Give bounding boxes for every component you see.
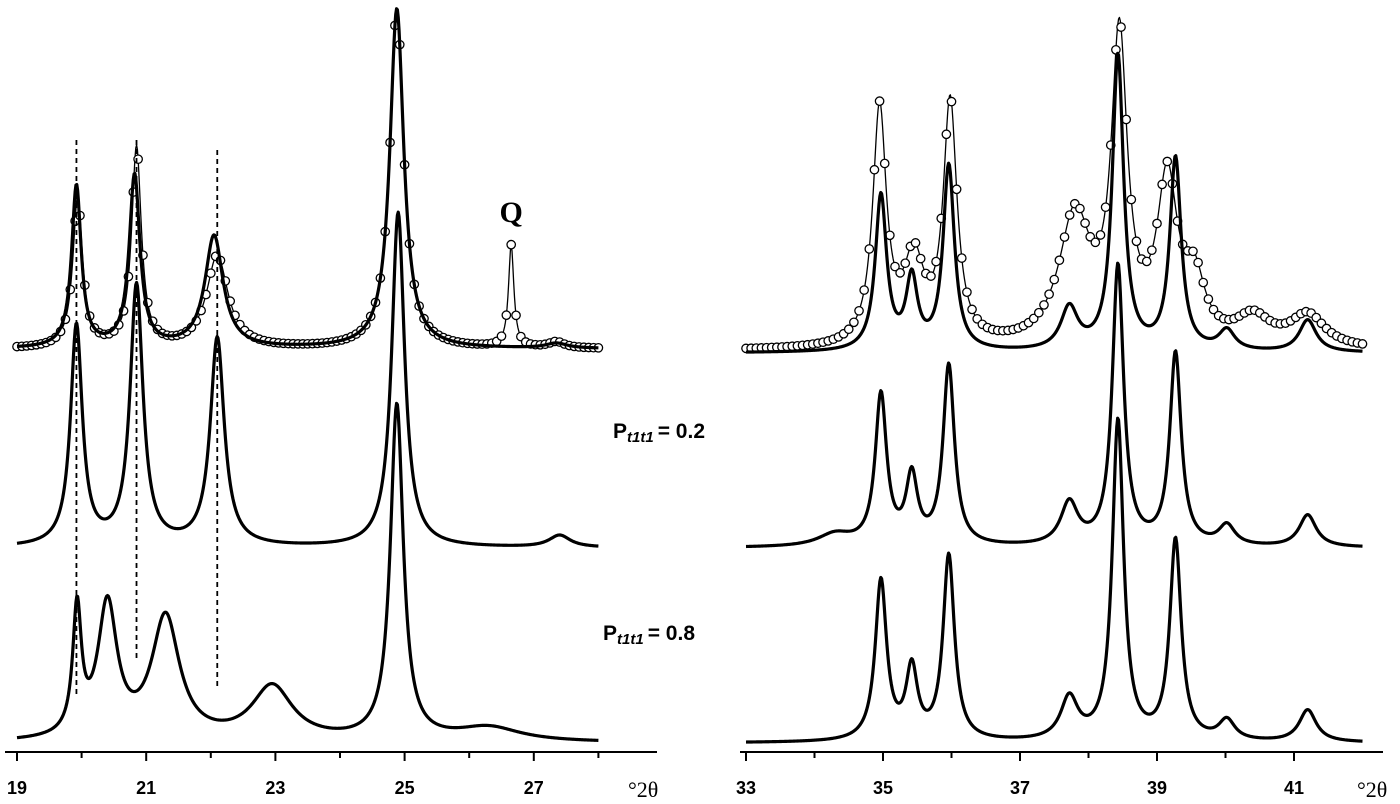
right-data-point <box>890 261 900 272</box>
right-data-point <box>951 184 962 195</box>
right-unit-label: °2θ <box>1357 777 1387 802</box>
right-data-point <box>1039 300 1049 310</box>
label-p-0.8: Pt1t1 = 0.8 <box>603 622 695 648</box>
left-series-3-calculated-line <box>16 401 600 742</box>
right-data-point <box>1075 203 1085 214</box>
right-data-point <box>1090 237 1101 248</box>
right-data-point <box>1203 294 1214 304</box>
right-data-point <box>1147 245 1157 256</box>
right-data-point <box>1059 232 1070 242</box>
left-series-1-calculated-fit-line <box>16 7 600 350</box>
right-data-point <box>1157 179 1167 190</box>
right-data-point <box>1198 277 1209 288</box>
right-series-0-experimental-circles-line <box>745 16 1363 350</box>
right-data-point <box>956 253 967 263</box>
right-data-point <box>1208 304 1219 315</box>
right-tick-label-35: 35 <box>873 778 893 798</box>
left-unit-label: °2θ <box>628 777 658 802</box>
right-data-point <box>900 258 911 269</box>
right-data-point <box>1095 230 1106 240</box>
left-series-2-calculated-line <box>16 210 600 548</box>
right-data-point <box>1152 218 1162 229</box>
right-data-point <box>1188 246 1198 257</box>
right-data-point <box>864 244 875 254</box>
right-data-point <box>859 285 870 295</box>
right-data-point <box>931 256 941 267</box>
right-tick-label-33: 33 <box>736 778 756 798</box>
right-data-point <box>946 96 957 107</box>
right-data-point <box>910 238 921 248</box>
right-data-point <box>1193 257 1203 268</box>
right-data-point <box>1131 236 1142 247</box>
right-data-point <box>1033 307 1044 318</box>
right-data-point <box>895 268 905 278</box>
right-data-point <box>926 271 936 281</box>
right-panel: 33 35 37 39 41 °2θ <box>736 16 1387 802</box>
label-p-0.2: Pt1t1 = 0.2 <box>613 420 705 446</box>
left-tick-label-25: 25 <box>395 778 415 798</box>
left-data-point <box>511 310 521 321</box>
right-series-2-calculated-line <box>745 261 1364 549</box>
right-data-point <box>1054 255 1065 266</box>
left-panel: 19 21 23 25 27 °2θ Q <box>5 7 658 802</box>
right-data-point <box>849 317 859 328</box>
right-data-point <box>1141 256 1152 267</box>
left-annotation-Q: Q <box>500 196 523 229</box>
left-tick-label-19: 19 <box>7 778 27 798</box>
right-data-point <box>879 158 890 169</box>
right-data-point <box>915 253 926 264</box>
left-data-point <box>133 154 143 165</box>
right-data-point <box>869 164 880 175</box>
right-tick-label-39: 39 <box>1147 778 1167 798</box>
right-data-point <box>874 96 885 106</box>
right-tick-label-41: 41 <box>1284 778 1304 798</box>
right-data-point <box>1126 194 1137 205</box>
right-series-3-calculated-line <box>745 416 1364 744</box>
right-data-point <box>1162 156 1173 167</box>
right-data-point <box>1116 22 1126 32</box>
left-data-point <box>506 239 517 250</box>
right-data-point <box>1049 274 1060 285</box>
left-data-point <box>501 310 512 320</box>
left-tick-label-21: 21 <box>136 778 156 798</box>
right-series-1-calculated-fit-line <box>745 51 1364 354</box>
right-data-point <box>1080 218 1090 228</box>
right-data-point <box>941 129 952 140</box>
right-data-point <box>1044 289 1054 300</box>
left-data-point <box>496 331 507 342</box>
right-data-point <box>1100 202 1111 213</box>
right-data-point <box>1357 339 1368 349</box>
right-data-point <box>854 305 864 316</box>
right-data-point <box>967 304 977 315</box>
left-series-0-experimental-circles-line <box>16 7 599 349</box>
right-data-point <box>843 324 854 335</box>
right-tick-label-37: 37 <box>1010 778 1030 798</box>
left-tick-label-27: 27 <box>524 778 544 798</box>
right-data-point <box>1064 210 1075 220</box>
right-data-point <box>962 287 972 298</box>
left-tick-label-23: 23 <box>265 778 285 798</box>
